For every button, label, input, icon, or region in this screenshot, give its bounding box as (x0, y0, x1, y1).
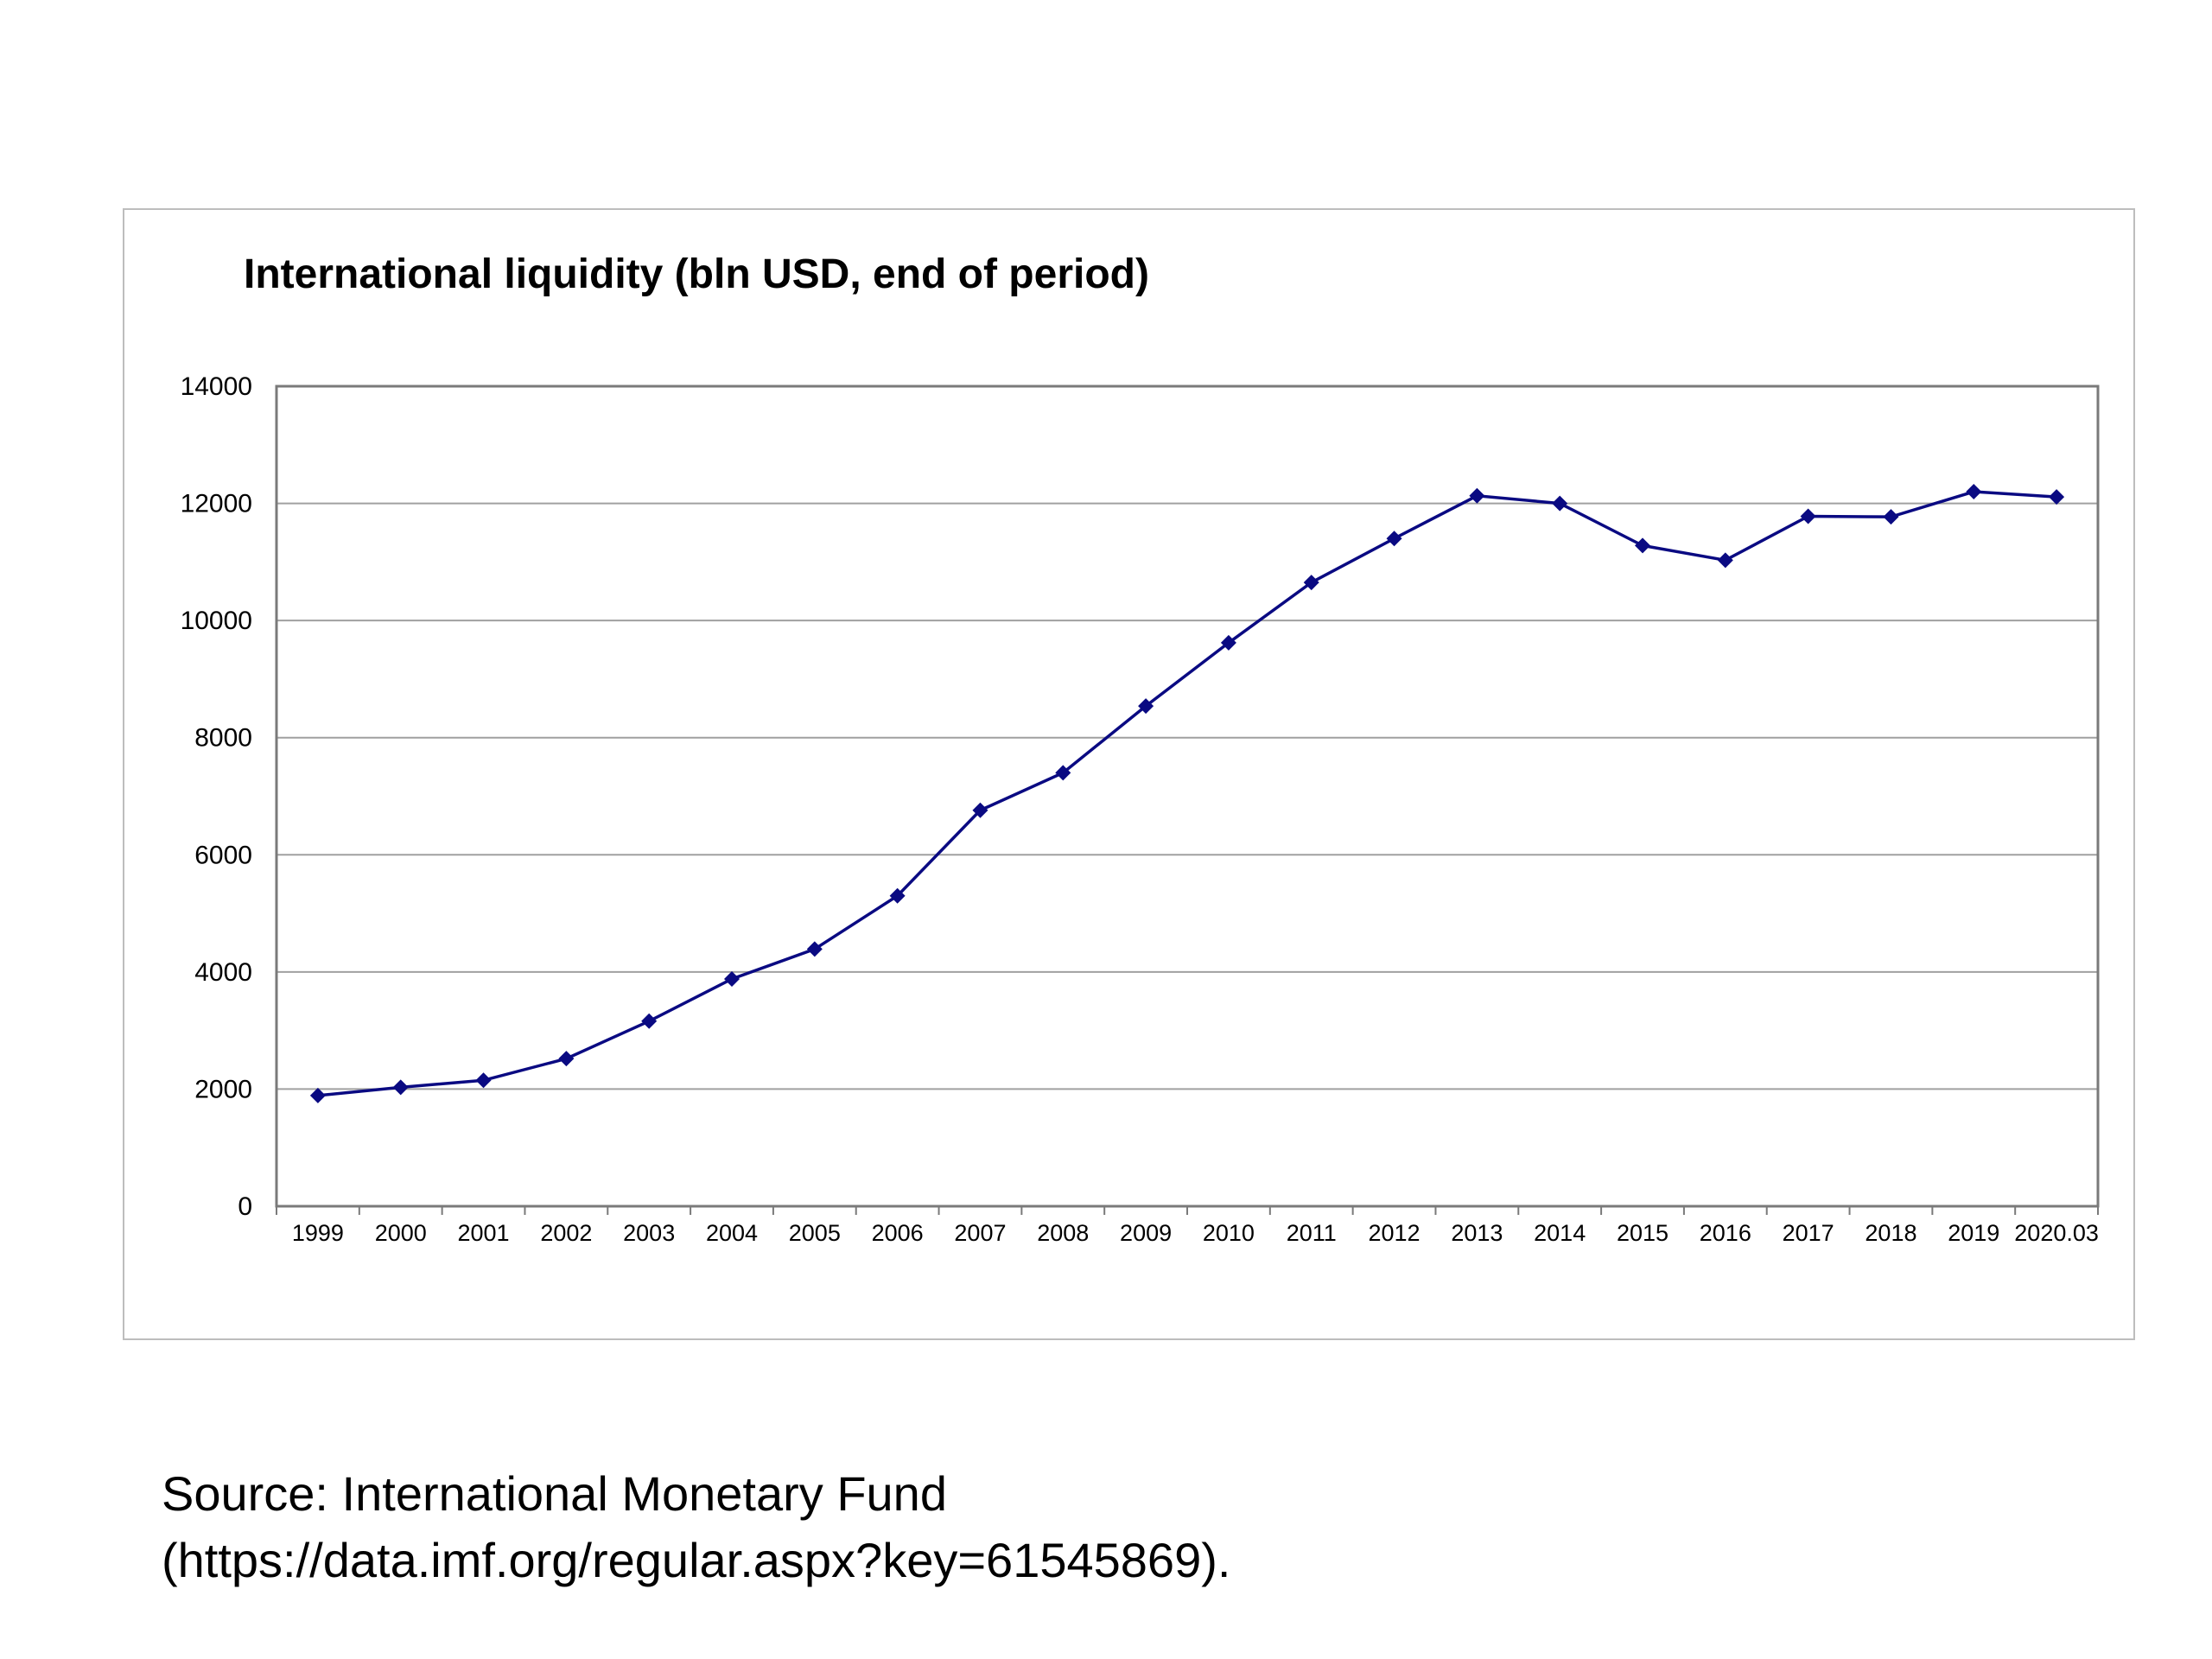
x-tick-label: 2018 (1865, 1220, 1916, 1246)
x-tick-label: 2003 (623, 1220, 675, 1246)
data-point-marker (1800, 508, 1816, 524)
data-point-marker (889, 887, 906, 904)
x-tick-label: 2016 (1700, 1220, 1751, 1246)
x-tick-label: 2009 (1120, 1220, 1172, 1246)
data-point-marker (1966, 484, 1982, 500)
data-point-marker (1635, 537, 1650, 554)
data-point-marker (641, 1013, 658, 1029)
data-point-marker (1883, 509, 1899, 525)
series-line (317, 490, 2057, 1097)
source-line-1: Source: International Monetary Fund (162, 1466, 947, 1521)
data-point-marker (1138, 698, 1154, 715)
chart-frame (123, 208, 2135, 1340)
x-tick-label: 2020.03 (2014, 1220, 2099, 1246)
data-point-marker (806, 941, 823, 957)
x-tick-label: 2000 (375, 1220, 427, 1246)
data-point-marker (972, 802, 988, 818)
x-tick-label: 2002 (540, 1220, 592, 1246)
source-note: Source: International Monetary Fund (htt… (162, 1460, 1230, 1593)
x-tick-label: 1999 (292, 1220, 344, 1246)
x-tick-label: 2013 (1451, 1220, 1503, 1246)
y-tick-label: 14000 (181, 372, 252, 401)
data-point-marker (1220, 634, 1236, 651)
x-tick-label: 2017 (1783, 1220, 1834, 1246)
x-tick-label: 2006 (872, 1220, 924, 1246)
data-point-marker (1552, 495, 1568, 512)
data-point-marker (558, 1051, 575, 1067)
x-tick-label: 2019 (1948, 1220, 1999, 1246)
x-tick-label: 2008 (1037, 1220, 1089, 1246)
source-line-2: (https://data.imf.org/regular.aspx?key=6… (162, 1533, 1231, 1587)
data-point-marker (1469, 487, 1485, 504)
data-point-marker (309, 1087, 326, 1103)
x-tick-label: 2010 (1203, 1220, 1255, 1246)
x-tick-label: 2014 (1534, 1220, 1586, 1246)
y-tick-label: 12000 (181, 490, 252, 518)
x-tick-label: 2012 (1369, 1220, 1421, 1246)
x-tick-label: 2015 (1617, 1220, 1669, 1246)
data-point-marker (1717, 552, 1733, 569)
y-tick-label: 0 (238, 1192, 252, 1221)
y-tick-label: 8000 (194, 724, 252, 753)
y-tick-label: 2000 (194, 1075, 252, 1103)
y-tick-label: 4000 (194, 958, 252, 987)
data-point-marker (1386, 531, 1402, 547)
plot-area-border (275, 385, 2100, 1208)
y-tick-label: 10000 (181, 607, 252, 635)
chart-title: International liquidity (bln USD, end of… (244, 251, 1149, 297)
x-tick-label: 2005 (789, 1220, 841, 1246)
x-tick-label: 2011 (1287, 1220, 1337, 1246)
y-tick-label: 6000 (194, 841, 252, 869)
x-tick-label: 2001 (458, 1220, 510, 1246)
x-tick-label: 2007 (954, 1220, 1006, 1246)
data-point-marker (1303, 575, 1319, 591)
data-point-marker (1055, 765, 1071, 781)
data-point-marker (475, 1072, 492, 1089)
data-point-marker (392, 1079, 409, 1096)
data-point-marker (724, 970, 740, 987)
data-point-marker (2049, 489, 2065, 505)
x-tick-label: 2004 (706, 1220, 758, 1246)
